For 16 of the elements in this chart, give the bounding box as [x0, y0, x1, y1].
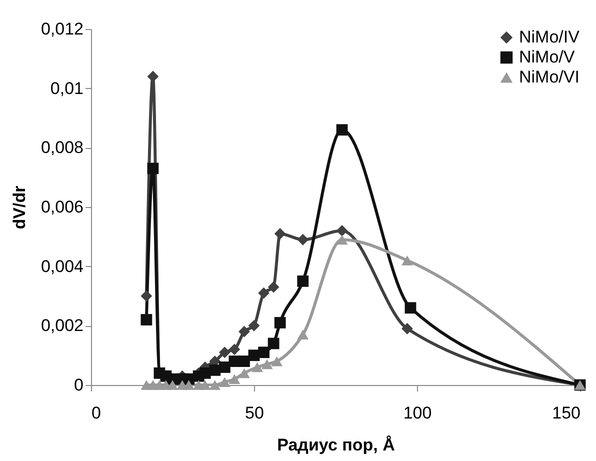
x-tick-label: 0 — [92, 404, 101, 422]
legend-label: NiMo/V — [519, 48, 576, 66]
legend-label: NiMo/VI — [519, 68, 580, 86]
y-tick-label: 0 — [74, 376, 84, 394]
y-tick-label: 0,006 — [40, 198, 84, 216]
y-tick-label: 0,008 — [40, 138, 84, 158]
x-tick-label: 100 — [403, 404, 432, 422]
y-tick-label: 0,01 — [50, 78, 84, 98]
y-tick-label: 0,004 — [40, 256, 84, 276]
legend-label: NiMo/IV — [519, 28, 580, 46]
y-axis-title: dV/dr — [10, 185, 29, 230]
y-tick-label: 0,002 — [40, 316, 84, 336]
x-axis-title: Радиус пор, Å — [277, 436, 395, 454]
y-tick-label: 0,012 — [40, 20, 84, 38]
x-tick-label: 150 — [552, 404, 580, 422]
x-tick-label: 50 — [245, 404, 264, 422]
